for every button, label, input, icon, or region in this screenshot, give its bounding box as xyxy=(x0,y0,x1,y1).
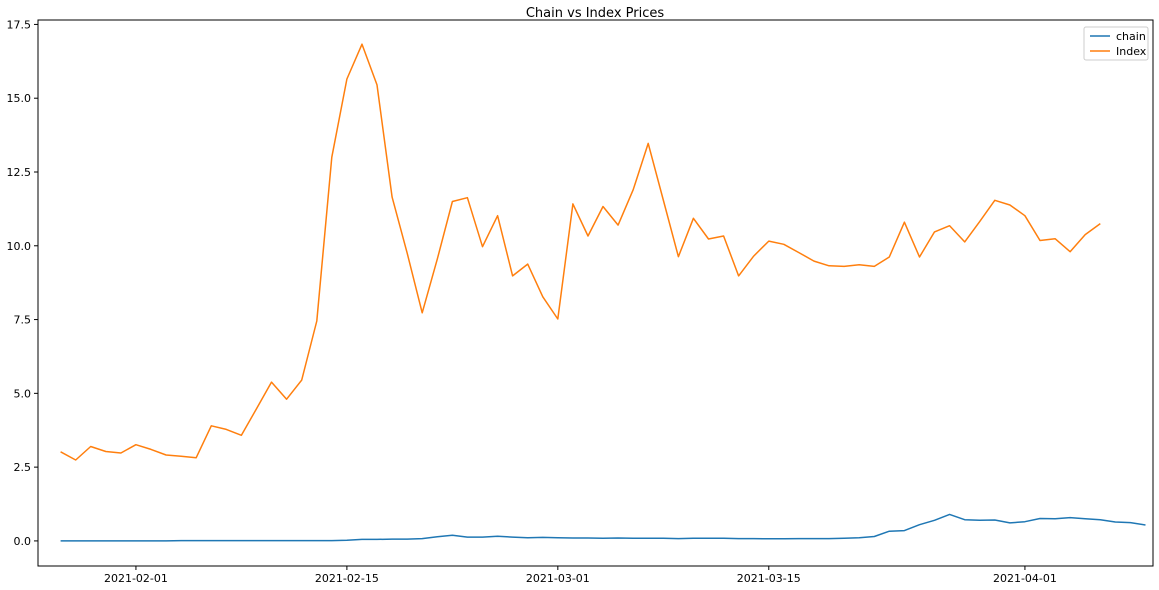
x-axis: 2021-02-01 2021-02-15 2021-03-01 2021-03-15… xyxy=(104,566,1057,585)
y-tick-label: 17.5 xyxy=(7,18,32,31)
x-tick-label: 2021-04-01 xyxy=(993,572,1057,585)
y-tick-label: 2.5 xyxy=(14,461,32,474)
y-tick-label: 15.0 xyxy=(7,92,32,105)
legend-label-chain: chain xyxy=(1116,30,1146,43)
x-tick-label: 2021-02-01 xyxy=(104,572,168,585)
x-tick-label: 2021-03-15 xyxy=(737,572,801,585)
plot-frame xyxy=(37,19,1154,567)
x-tick-label: 2021-03-01 xyxy=(526,572,590,585)
y-tick-label: 7.5 xyxy=(14,314,32,327)
series-layer xyxy=(60,43,1146,542)
y-tick-label: 10.0 xyxy=(7,240,32,253)
y-tick-label: 12.5 xyxy=(7,166,32,179)
series-line-chain xyxy=(60,513,1146,542)
series-line-index xyxy=(60,43,1101,461)
chart-title: Chain vs Index Prices xyxy=(526,6,664,21)
y-tick-label: 0.0 xyxy=(14,535,32,548)
y-axis: 0.0 2.5 5.0 7.5 10.0 12.5 15.0 17.5 xyxy=(7,18,38,548)
x-tick-label: 2021-02-15 xyxy=(315,572,379,585)
legend: chain Index xyxy=(1083,26,1149,61)
y-tick-label: 5.0 xyxy=(14,387,32,400)
legend-label-index: Index xyxy=(1116,45,1147,58)
